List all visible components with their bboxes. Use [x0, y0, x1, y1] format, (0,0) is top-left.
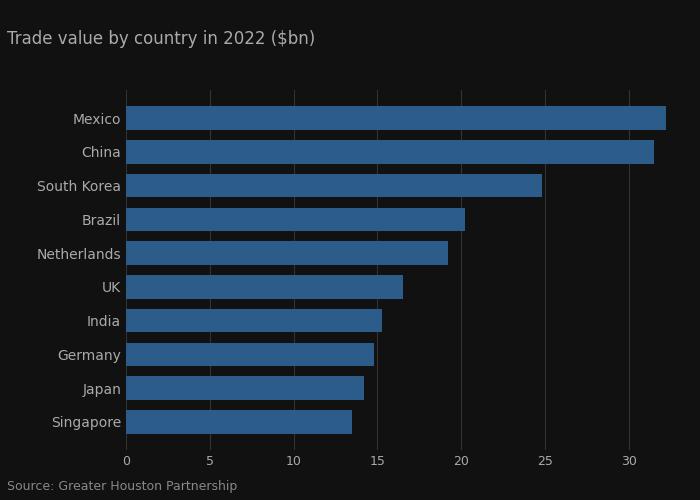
Bar [126, 174, 542, 198]
Bar [126, 140, 654, 164]
Bar [126, 242, 448, 265]
Bar [126, 275, 402, 298]
Bar [126, 410, 352, 434]
Bar [126, 208, 465, 231]
Text: Trade value by country in 2022 ($bn): Trade value by country in 2022 ($bn) [7, 30, 315, 48]
Bar [126, 309, 382, 332]
Text: Source: Greater Houston Partnership: Source: Greater Houston Partnership [7, 480, 237, 493]
Bar [126, 106, 666, 130]
Bar [126, 342, 374, 366]
Bar [126, 376, 364, 400]
